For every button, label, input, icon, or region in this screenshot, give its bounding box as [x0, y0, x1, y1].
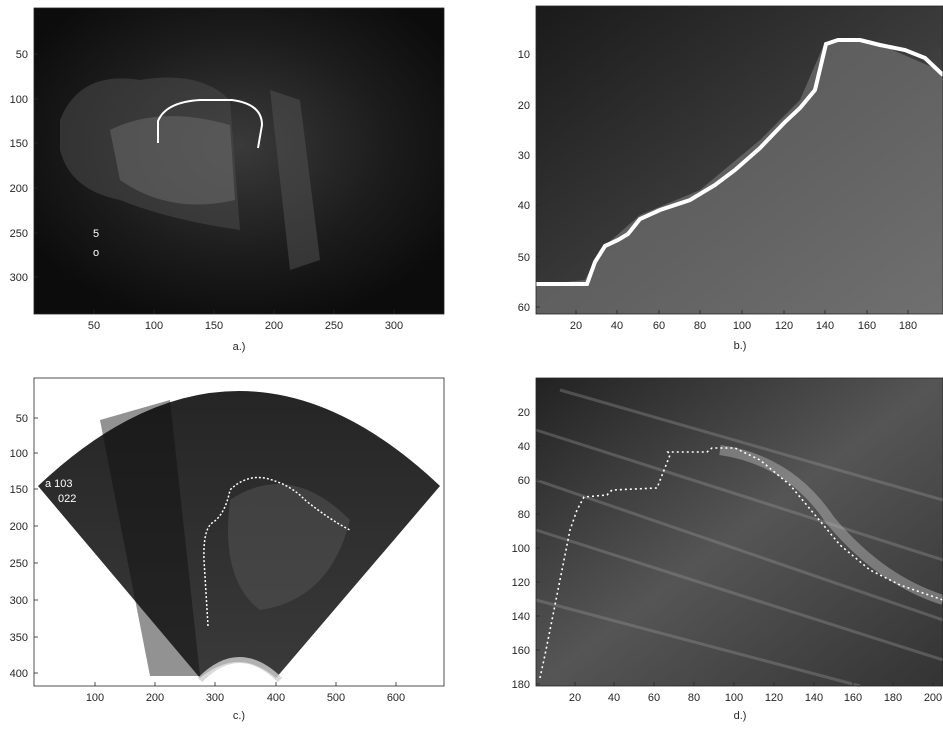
panel-b-axes: 20 40 60 80 100 120 140 160 180 10 20 30 40 50 60: [518, 49, 917, 332]
x-tick-label: 20: [570, 320, 582, 332]
panel-b-tissue: [536, 40, 943, 314]
panel-a-tongue: [110, 116, 235, 205]
x-tick-label: 120: [775, 320, 793, 332]
x-tick-label: 150: [205, 320, 223, 332]
x-tick-label: 120: [765, 692, 783, 704]
panel-a-frame: [33, 7, 445, 315]
y-tick-label: 180: [512, 679, 530, 691]
x-tick-label: 60: [653, 320, 665, 332]
panel-b-frame: [535, 5, 943, 315]
panel-c-caption: c.): [233, 710, 245, 722]
panel-a: 5 o 50 100 150 200 250 300 50 100 150 200 250 300 a…: [10, 7, 445, 353]
x-tick-label: 180: [884, 692, 902, 704]
x-tick-label: 100: [145, 320, 163, 332]
y-tick-label: 50: [16, 413, 28, 425]
x-tick-label: 50: [88, 320, 100, 332]
x-tick-label: 200: [924, 692, 942, 704]
x-tick-label: 100: [725, 692, 743, 704]
x-tick-label: 500: [327, 692, 345, 704]
panel-d-axes: 20 40 60 80 100 120 140 160 180 200 20 40 60 80 100 120…: [512, 407, 943, 704]
x-tick-label: 140: [816, 320, 834, 332]
x-tick-label: 100: [733, 320, 751, 332]
y-tick-label: 60: [518, 475, 530, 487]
y-tick-label: 100: [10, 94, 28, 106]
panel-d-caption: d.): [734, 710, 747, 722]
x-tick-label: 20: [569, 692, 581, 704]
x-tick-label: 200: [146, 692, 164, 704]
y-tick-label: 60: [518, 302, 530, 314]
panel-a-axes: 50 100 150 200 250 300 50 100 150 200 250 300: [10, 49, 404, 332]
panel-c-annotation-1: a 103: [45, 478, 73, 490]
y-tick-label: 30: [518, 150, 530, 162]
x-tick-label: 250: [325, 320, 343, 332]
y-tick-label: 250: [10, 558, 28, 570]
panel-d: 20 40 60 80 100 120 140 160 180 200 20 40 60 80 100 120…: [512, 377, 943, 722]
y-tick-label: 140: [512, 611, 530, 623]
x-tick-label: 200: [265, 320, 283, 332]
y-tick-label: 350: [10, 632, 28, 644]
y-tick-label: 150: [10, 138, 28, 150]
panel-c-tongue: [228, 484, 350, 610]
panel-a-spine: [270, 90, 320, 270]
panel-a-contour: [157, 99, 264, 149]
y-tick-label: 50: [16, 49, 28, 61]
x-tick-label: 80: [688, 692, 700, 704]
panel-c-shadow: [100, 400, 200, 676]
x-tick-label: 60: [648, 692, 660, 704]
y-tick-label: 20: [518, 100, 530, 112]
panel-b-contour: [536, 38, 943, 286]
y-tick-label: 40: [518, 200, 530, 212]
panel-d-image: [536, 378, 943, 686]
panel-a-annotation-2: o: [93, 247, 99, 259]
panel-d-frame: [535, 377, 943, 687]
y-tick-label: 100: [10, 448, 28, 460]
y-tick-label: 150: [10, 484, 28, 496]
y-tick-label: 40: [518, 441, 530, 453]
panel-a-caption: a.): [233, 341, 246, 353]
y-tick-label: 20: [518, 407, 530, 419]
panel-c-contour: [203, 476, 351, 627]
x-tick-label: 180: [899, 320, 917, 332]
x-tick-label: 160: [844, 692, 862, 704]
y-tick-label: 300: [10, 595, 28, 607]
y-tick-label: 400: [10, 668, 28, 680]
x-tick-label: 140: [805, 692, 823, 704]
panel-b: 20 40 60 80 100 120 140 160 180 10 20 30 40 50 60 b.): [518, 5, 943, 352]
y-tick-label: 200: [10, 183, 28, 195]
x-tick-label: 600: [387, 692, 405, 704]
y-tick-label: 300: [10, 272, 28, 284]
panel-d-bright-band: [719, 445, 943, 605]
panel-c-annotation-2: 022: [58, 493, 76, 505]
y-tick-label: 10: [518, 49, 530, 61]
y-tick-label: 200: [10, 521, 28, 533]
x-tick-label: 40: [611, 320, 623, 332]
y-tick-label: 120: [512, 577, 530, 589]
panel-a-annotation-1: 5: [93, 228, 99, 240]
panel-d-texture: [535, 388, 943, 688]
y-tick-label: 50: [518, 252, 530, 264]
x-tick-label: 300: [206, 692, 224, 704]
x-tick-label: 80: [694, 320, 706, 332]
panel-d-contour: [539, 447, 943, 679]
y-tick-label: 250: [10, 228, 28, 240]
panel-c-axes: 100 200 300 400 500 600 50 100 150 200 250 300 350 40…: [10, 413, 406, 704]
x-tick-label: 300: [385, 320, 403, 332]
panel-c-transducer: [197, 657, 283, 683]
y-tick-label: 100: [512, 543, 530, 555]
y-tick-label: 80: [518, 509, 530, 521]
x-tick-label: 160: [858, 320, 876, 332]
x-tick-label: 40: [608, 692, 620, 704]
y-tick-label: 160: [512, 645, 530, 657]
x-tick-label: 100: [86, 692, 104, 704]
x-tick-label: 400: [267, 692, 285, 704]
panel-b-caption: b.): [734, 340, 747, 352]
panel-c: a 103 022 100 200 300 400 500 600 50 100 150 200 2…: [10, 377, 445, 722]
